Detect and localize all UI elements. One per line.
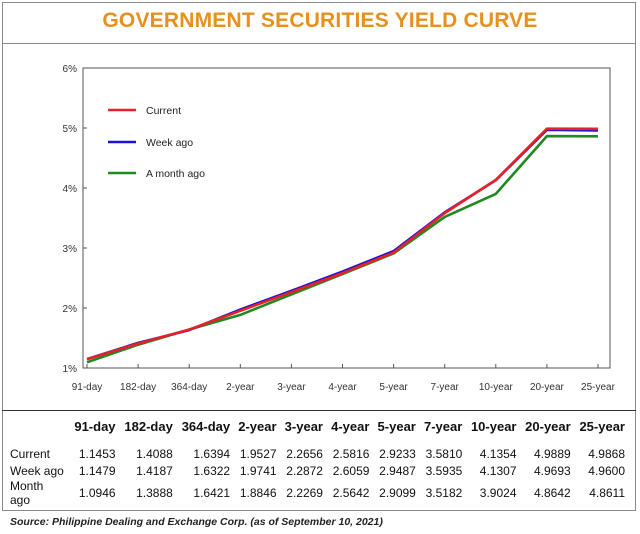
x-tick-label: 4-year: [328, 382, 357, 393]
header-cell: 91-day: [74, 418, 116, 434]
series-lines: [86, 127, 599, 364]
table-row: Week ago 1.1479 1.4187 1.6322 1.9741 2.2…: [8, 462, 630, 479]
table-cell: 1.6322: [193, 463, 231, 478]
x-tick-label: 20-year: [530, 382, 565, 393]
table-cell: 1.6421: [193, 486, 231, 500]
table-cell: 3.9024: [479, 486, 517, 500]
header-cell: 4-year: [331, 418, 370, 434]
table-cell: 2.6059: [332, 463, 370, 478]
y-tick-label: 6%: [63, 64, 78, 75]
legend-label: A month ago: [146, 168, 205, 180]
y-tick-label: 2%: [63, 304, 78, 315]
table-cell: 4.9868: [588, 446, 625, 461]
table-cell: 4.8611: [589, 486, 625, 500]
chart-frame: [2, 2, 636, 511]
table-cell: 2.5642: [332, 486, 370, 500]
header-cell: 3-year: [284, 418, 323, 434]
chart-title: GOVERNMENT SECURITIES YIELD CURVE: [102, 9, 538, 32]
yield-table: 91-day 182-day 364-day 2-year 3-year 4-y…: [8, 416, 630, 508]
table-cell: 1.3888: [136, 486, 173, 500]
header-cell: 182-day: [124, 418, 173, 434]
table-cell: 1.1453: [78, 446, 116, 461]
table-cell: 2.9487: [379, 463, 416, 478]
y-tick-label: 5%: [63, 124, 78, 135]
table-cell: 4.9600: [588, 463, 625, 478]
y-tick-label: 4%: [63, 184, 78, 195]
table-cell: 1.1479: [78, 463, 116, 478]
table-cell: 4.1354: [479, 446, 517, 461]
x-axis: 91-day 182-day 364-day 2-year 3-year 4-year 5-…: [72, 364, 616, 393]
x-tick-label: 5-year: [379, 382, 408, 393]
legend-label: Current: [146, 105, 181, 117]
table-cell: 1.9527: [239, 446, 277, 461]
plot-area: [82, 67, 611, 369]
table-row: Month ago 1.0946 1.3888 1.6421 1.8846 2.…: [8, 479, 630, 507]
table-cell: 1.8846: [239, 486, 277, 500]
row-label: Current: [10, 446, 51, 461]
series-line: [86, 127, 599, 361]
table-cell: 2.5816: [332, 446, 370, 461]
table-row: Current 1.1453 1.4088 1.6394 1.9527 2.26…: [8, 445, 630, 462]
table-cell: 4.1307: [479, 463, 517, 478]
row-label: Week ago: [10, 463, 64, 478]
x-tick-label: 7-year: [431, 382, 460, 393]
table-cell: 2.2656: [286, 446, 323, 461]
title-divider: [2, 43, 636, 44]
table-header-row: 91-day 182-day 364-day 2-year 3-year 4-y…: [8, 416, 630, 436]
x-tick-label: 2-year: [226, 382, 255, 393]
y-tick-label: 3%: [63, 244, 78, 255]
header-cell: 5-year: [377, 418, 416, 434]
row-label: Month ago: [10, 479, 44, 507]
table-cell: 3.5810: [425, 446, 463, 461]
yield-curve-chart: 1% 2% 3% 4% 5% 6% 91-day 182-day 364-day 2-year 3…: [63, 64, 616, 393]
table-header-blank: [8, 416, 71, 436]
table-cell: 2.2269: [286, 486, 323, 500]
table-cell: 4.9889: [534, 446, 571, 461]
table-cell: 3.5182: [425, 486, 463, 500]
header-cell: 25-year: [579, 418, 625, 434]
table-cell: 1.4088: [136, 446, 173, 461]
spacer-cell: [8, 436, 630, 445]
x-tick-label: 10-year: [479, 382, 514, 393]
table-spacer: [8, 436, 630, 445]
x-tick-label: 364-day: [171, 382, 207, 393]
header-cell: 364-day: [181, 418, 231, 434]
table-cell: 2.2872: [286, 463, 323, 478]
y-axis: 1% 2% 3% 4% 5% 6%: [63, 64, 87, 375]
table-cell: 1.4187: [136, 463, 173, 478]
table-cell: 4.8642: [534, 486, 571, 500]
header-cell: 2-year: [238, 418, 277, 434]
table-cell: 1.6394: [193, 446, 231, 461]
table-cell: 1.0946: [78, 486, 116, 500]
legend: Current Week ago A month ago: [108, 105, 205, 180]
table-top-rule: [2, 410, 636, 411]
x-tick-label: 182-day: [120, 382, 156, 393]
header-cell: 7-year: [423, 418, 463, 434]
table-cell: 2.9233: [379, 446, 416, 461]
table-cell: 4.9693: [534, 463, 571, 478]
table-cell: 2.9099: [379, 486, 416, 500]
x-tick-label: 25-year: [581, 382, 616, 393]
table-cell: 1.9741: [239, 463, 277, 478]
source-note: Source: Philippine Dealing and Exchange …: [10, 516, 383, 528]
y-tick-label: 1%: [63, 364, 78, 375]
header-cell: 20-year: [525, 418, 571, 434]
table-cell: 3.5935: [425, 463, 463, 478]
x-tick-label: 91-day: [72, 382, 103, 393]
header-cell: 10-year: [470, 418, 517, 434]
x-tick-label: 3-year: [277, 382, 306, 393]
legend-label: Week ago: [146, 137, 193, 149]
